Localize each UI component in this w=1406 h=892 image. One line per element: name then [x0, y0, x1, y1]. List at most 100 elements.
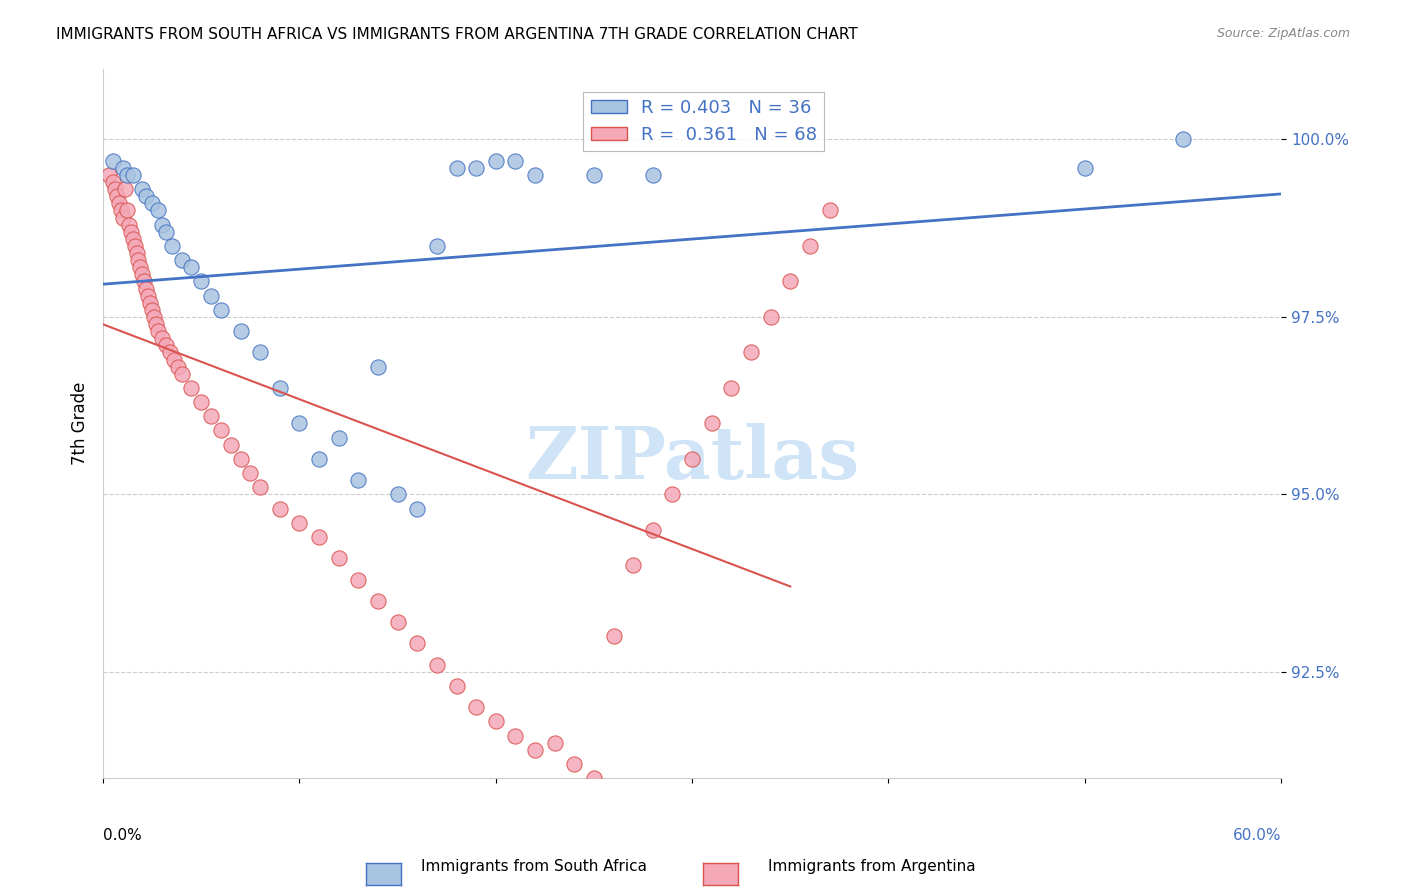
Point [115, 203, 138, 218]
Point [135, 189, 157, 203]
Point [740, 345, 762, 359]
Point [347, 573, 370, 587]
Text: Immigrants from Argentina: Immigrants from Argentina [768, 859, 976, 874]
Point [505, 153, 527, 168]
Point [115, 168, 138, 182]
Point [328, 551, 350, 566]
Point [582, 771, 605, 785]
Point [155, 338, 177, 352]
Point [121, 232, 143, 246]
Point [127, 253, 149, 268]
Point [118, 218, 141, 232]
Point [170, 253, 193, 268]
Point [143, 310, 166, 324]
Point [485, 153, 508, 168]
Point [200, 409, 222, 424]
Point [114, 182, 136, 196]
Point [426, 657, 449, 672]
Point [249, 480, 271, 494]
Point [146, 203, 169, 218]
Text: 60.0%: 60.0% [1233, 828, 1281, 843]
Point [111, 161, 134, 175]
Point [131, 268, 153, 282]
Point [818, 203, 841, 218]
Point [229, 324, 252, 338]
Point [146, 324, 169, 338]
Point [145, 317, 167, 331]
Point [328, 431, 350, 445]
Point [101, 153, 124, 168]
Point [249, 345, 271, 359]
Point [288, 516, 311, 530]
Point [239, 466, 262, 480]
Point [150, 331, 173, 345]
Point [125, 246, 148, 260]
Point [681, 451, 703, 466]
Point [641, 523, 664, 537]
Point [269, 501, 291, 516]
Point [134, 275, 156, 289]
Point [621, 558, 644, 573]
Y-axis label: 7th Grade: 7th Grade [72, 382, 89, 465]
Point [406, 501, 429, 516]
Point [190, 275, 212, 289]
Point [141, 302, 163, 317]
Point [799, 239, 821, 253]
Point [347, 473, 370, 487]
Point [120, 225, 142, 239]
Point [720, 381, 742, 395]
Point [779, 275, 801, 289]
Point [1171, 132, 1194, 146]
Point [269, 381, 291, 395]
Point [190, 395, 212, 409]
Text: 0.0%: 0.0% [103, 828, 142, 843]
Point [229, 451, 252, 466]
Point [367, 359, 389, 374]
Point [505, 729, 527, 743]
Point [131, 182, 153, 196]
Point [465, 161, 488, 175]
Point [108, 196, 131, 211]
Point [124, 239, 146, 253]
Text: Immigrants from South Africa: Immigrants from South Africa [422, 859, 647, 874]
Point [641, 168, 664, 182]
Text: IMMIGRANTS FROM SOUTH AFRICA VS IMMIGRANTS FROM ARGENTINA 7TH GRADE CORRELATION : IMMIGRANTS FROM SOUTH AFRICA VS IMMIGRAN… [56, 27, 858, 42]
Point [446, 161, 468, 175]
Point [387, 487, 409, 501]
Point [139, 295, 162, 310]
Point [101, 175, 124, 189]
Point [155, 225, 177, 239]
Point [209, 424, 232, 438]
Point [104, 182, 127, 196]
Point [166, 359, 188, 374]
Point [135, 281, 157, 295]
Point [524, 743, 547, 757]
Point [485, 714, 508, 729]
Point [1074, 161, 1097, 175]
Point [426, 239, 449, 253]
Point [150, 218, 173, 232]
Point [544, 736, 567, 750]
Point [562, 757, 585, 772]
Point [136, 288, 159, 302]
Point [180, 381, 202, 395]
Point [200, 288, 222, 302]
Point [465, 700, 488, 714]
Point [121, 168, 143, 182]
Point [141, 196, 163, 211]
Point [163, 352, 186, 367]
Point [160, 239, 183, 253]
Point [700, 417, 723, 431]
Point [170, 367, 193, 381]
Point [387, 615, 409, 629]
Point [308, 530, 330, 544]
Point [406, 636, 429, 650]
Point [110, 203, 132, 218]
Point [661, 487, 683, 501]
Point [219, 438, 242, 452]
Point [308, 451, 330, 466]
Point [105, 189, 128, 203]
Point [129, 260, 152, 275]
Point [111, 211, 134, 225]
Text: Source: ZipAtlas.com: Source: ZipAtlas.com [1216, 27, 1350, 40]
